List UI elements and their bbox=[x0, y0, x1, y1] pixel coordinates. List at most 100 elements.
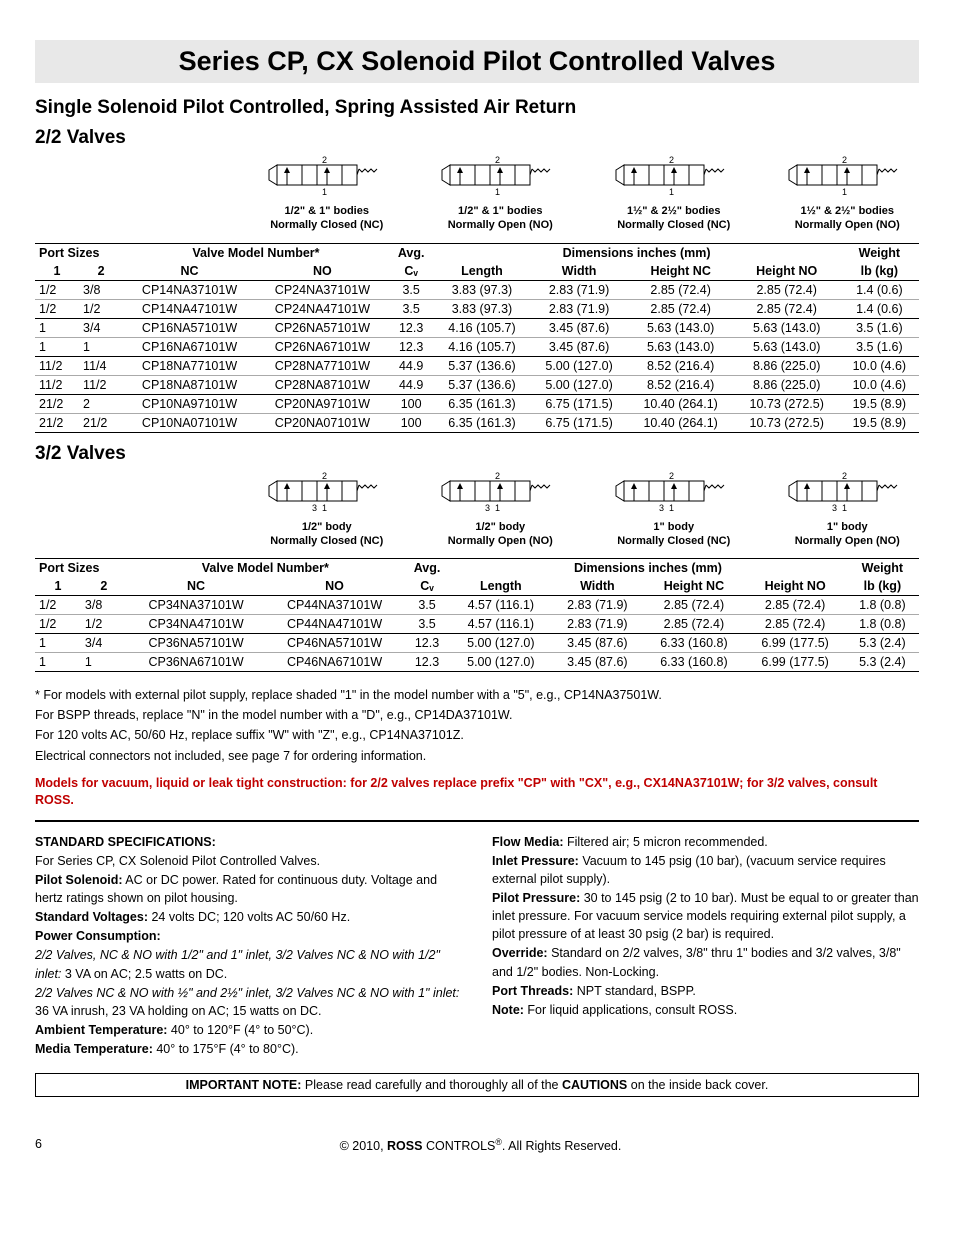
table-cell: CP34NA47101W bbox=[127, 615, 265, 634]
table-cell: CP36NA57101W bbox=[127, 634, 265, 653]
section-32-valves: 3/2 Valves bbox=[35, 443, 919, 465]
spec-line: Ambient Temperature: 40° to 120°F (4° to… bbox=[35, 1021, 462, 1039]
table-cell: 2.83 (71.9) bbox=[551, 615, 643, 634]
svg-text:2: 2 bbox=[495, 471, 500, 481]
header-avg: Avg. bbox=[404, 559, 450, 578]
svg-text:2: 2 bbox=[669, 155, 674, 165]
diagram-caption: 1" bodyNormally Open (NO) bbox=[776, 520, 920, 549]
table-cell: 2.83 (71.9) bbox=[551, 596, 643, 615]
table-cell: 2.85 (72.4) bbox=[745, 615, 846, 634]
spec-line: Standard Voltages: 24 volts DC; 120 volt… bbox=[35, 908, 462, 926]
header-avg: Avg. bbox=[389, 243, 434, 262]
table-cell: 2.85 (72.4) bbox=[628, 299, 734, 318]
spec-line: Port Threads: NPT standard, BSPP. bbox=[492, 982, 919, 1000]
svg-text:1: 1 bbox=[322, 503, 327, 513]
table-cell: CP44NA37101W bbox=[265, 596, 403, 615]
table-cell: 100 bbox=[389, 413, 434, 432]
table-cell: 6.99 (177.5) bbox=[745, 653, 846, 672]
header-height-no: Height NO bbox=[745, 577, 846, 596]
table-cell: 1/2 bbox=[35, 615, 81, 634]
table-cell: 5.63 (143.0) bbox=[628, 318, 734, 337]
table-cell: 3.5 bbox=[389, 299, 434, 318]
table-cell: 5.3 (2.4) bbox=[846, 634, 919, 653]
specs-left-column: STANDARD SPECIFICATIONS: For Series CP, … bbox=[35, 832, 462, 1060]
spec-line: 2/2 Valves, NC & NO with 1/2" and 1" inl… bbox=[35, 946, 462, 982]
valve-diagram: 2 1 3 1" bodyNormally Closed (NC) bbox=[602, 471, 746, 549]
table-cell: 19.5 (8.9) bbox=[840, 413, 919, 432]
table-cell: 3.5 bbox=[404, 596, 450, 615]
table-cell: CP46NA67101W bbox=[265, 653, 403, 672]
table-row: 11/211/2CP18NA87101WCP28NA87101W44.95.37… bbox=[35, 375, 919, 394]
header-lbkg: lb (kg) bbox=[840, 262, 919, 281]
cautions-label: CAUTIONS bbox=[562, 1078, 627, 1092]
table-cell: 8.52 (216.4) bbox=[628, 356, 734, 375]
table-cell: 1/2 bbox=[35, 299, 79, 318]
spec-line: Pilot Pressure: 30 to 145 psig (2 to 10 … bbox=[492, 889, 919, 943]
valve-diagram: 2 1 1½" & 2½" bodiesNormally Open (NO) bbox=[776, 155, 920, 233]
svg-text:2: 2 bbox=[322, 155, 327, 165]
table-row: 1/21/2CP14NA47101WCP24NA47101W3.53.83 (9… bbox=[35, 299, 919, 318]
table-32-valves: Port Sizes Valve Model Number* Avg. Dime… bbox=[35, 558, 919, 672]
table-cell: 10.0 (4.6) bbox=[840, 375, 919, 394]
table-cell: 8.52 (216.4) bbox=[628, 375, 734, 394]
table-cell: 8.86 (225.0) bbox=[734, 356, 840, 375]
header-no: NO bbox=[265, 577, 403, 596]
table-cell: 1.4 (0.6) bbox=[840, 299, 919, 318]
table-cell: 6.35 (161.3) bbox=[433, 413, 530, 432]
svg-text:3: 3 bbox=[485, 503, 490, 513]
header-port2: 2 bbox=[79, 262, 123, 281]
table-cell: 5.3 (2.4) bbox=[846, 653, 919, 672]
header-height-no: Height NO bbox=[734, 262, 840, 281]
header-length: Length bbox=[433, 262, 530, 281]
table-row: 21/22CP10NA97101WCP20NA97101W1006.35 (16… bbox=[35, 394, 919, 413]
table-cell: 12.3 bbox=[389, 337, 434, 356]
header-dimensions: Dimensions inches (mm) bbox=[450, 559, 845, 578]
diagram-caption: 1/2" & 1" bodiesNormally Closed (NC) bbox=[255, 204, 399, 233]
svg-text:1: 1 bbox=[842, 187, 847, 197]
table-cell: 10.73 (272.5) bbox=[734, 413, 840, 432]
table-cell: 12.3 bbox=[404, 634, 450, 653]
table-cell: CP26NA57101W bbox=[256, 318, 389, 337]
table-cell: CP44NA47101W bbox=[265, 615, 403, 634]
table-row: 21/221/2CP10NA07101WCP20NA07101W1006.35 … bbox=[35, 413, 919, 432]
header-dimensions: Dimensions inches (mm) bbox=[433, 243, 839, 262]
specifications: STANDARD SPECIFICATIONS: For Series CP, … bbox=[35, 832, 919, 1060]
svg-text:1: 1 bbox=[842, 503, 847, 513]
table-cell: 19.5 (8.9) bbox=[840, 394, 919, 413]
table-cell: 6.75 (171.5) bbox=[531, 394, 628, 413]
table-cell: 11/2 bbox=[35, 356, 79, 375]
header-weight: Weight bbox=[846, 559, 919, 578]
spec-line: Pilot Solenoid: AC or DC power. Rated fo… bbox=[35, 871, 462, 907]
table-cell: 5.00 (127.0) bbox=[531, 375, 628, 394]
header-width: Width bbox=[531, 262, 628, 281]
table-cell: 21/2 bbox=[35, 394, 79, 413]
table-cell: 10.73 (272.5) bbox=[734, 394, 840, 413]
table-cell: 1/2 bbox=[79, 299, 123, 318]
table-cell: 1/2 bbox=[81, 615, 127, 634]
valve-diagram: 2 1 1/2" & 1" bodiesNormally Open (NO) bbox=[429, 155, 573, 233]
table-cell: 8.86 (225.0) bbox=[734, 375, 840, 394]
table-cell: 11/2 bbox=[35, 375, 79, 394]
table-cell: 2.85 (72.4) bbox=[734, 280, 840, 299]
table-cell: CP10NA07101W bbox=[123, 413, 256, 432]
table-cell: CP10NA97101W bbox=[123, 394, 256, 413]
table-cell: 2.85 (72.4) bbox=[628, 280, 734, 299]
important-text: Please read carefully and thoroughly all… bbox=[301, 1078, 562, 1092]
table-cell: 2.83 (71.9) bbox=[531, 299, 628, 318]
table-cell: 2.85 (72.4) bbox=[745, 596, 846, 615]
table-cell: 3.5 bbox=[404, 615, 450, 634]
header-no: NO bbox=[256, 262, 389, 281]
spec-line: Media Temperature: 40° to 175°F (4° to 8… bbox=[35, 1040, 462, 1058]
header-port-sizes: Port Sizes bbox=[35, 559, 127, 578]
table-cell: 21/2 bbox=[79, 413, 123, 432]
table-cell: CP16NA57101W bbox=[123, 318, 256, 337]
diagrams-22: 2 1 1/2" & 1" bodiesNormally Closed (NC)… bbox=[35, 155, 919, 233]
header-model: Valve Model Number* bbox=[127, 559, 404, 578]
spec-line: Inlet Pressure: Vacuum to 145 psig (10 b… bbox=[492, 852, 919, 888]
table-cell: 5.37 (136.6) bbox=[433, 375, 530, 394]
footnote-line: For BSPP threads, replace "N" in the mod… bbox=[35, 706, 919, 724]
svg-text:1: 1 bbox=[669, 503, 674, 513]
red-note: Models for vacuum, liquid or leak tight … bbox=[35, 775, 919, 810]
table-cell: CP24NA47101W bbox=[256, 299, 389, 318]
diagram-caption: 1/2" bodyNormally Closed (NC) bbox=[255, 520, 399, 549]
